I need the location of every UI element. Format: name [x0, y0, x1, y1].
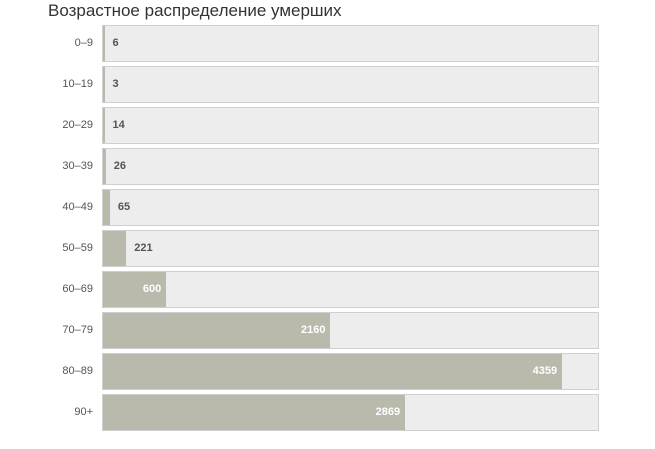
category-label: 90+ — [74, 406, 93, 418]
value-label: 4359 — [532, 365, 558, 377]
chart-title: Возрастное распределение умерших — [48, 1, 342, 20]
bar-track: 14 — [102, 107, 599, 144]
category-label: 80–89 — [62, 365, 93, 377]
bar-track: 65 — [102, 189, 599, 226]
category-label: 30–39 — [62, 160, 93, 172]
bar — [103, 354, 563, 389]
bar-track: 6 — [102, 25, 599, 62]
value-label: 600 — [142, 283, 162, 295]
value-label: 6 — [112, 37, 119, 49]
bar-rows: 0–9 6 10–19 3 20–29 14 30–39 26 40–49 65 50–59 221 6… — [0, 25, 655, 435]
value-label: 2869 — [375, 406, 401, 418]
category-label: 50–59 — [62, 242, 93, 254]
category-label: 70–79 — [62, 324, 93, 336]
bar — [103, 149, 106, 184]
bar-row: 70–79 2160 — [0, 312, 655, 349]
bar-track: 2160 — [102, 312, 599, 349]
bar — [103, 395, 406, 430]
category-label: 10–19 — [62, 78, 93, 90]
category-label: 60–69 — [62, 283, 93, 295]
value-label: 2160 — [301, 324, 326, 336]
bar — [103, 26, 105, 61]
bar — [103, 67, 105, 102]
value-label: 14 — [112, 119, 125, 131]
bar-row: 0–9 6 — [0, 25, 655, 62]
bar-track: 3 — [102, 66, 599, 103]
bar-row: 50–59 221 — [0, 230, 655, 267]
value-label: 26 — [113, 160, 126, 172]
value-label: 3 — [112, 78, 119, 90]
bar-row: 10–19 3 — [0, 66, 655, 103]
bar-track: 26 — [102, 148, 599, 185]
category-label: 20–29 — [62, 119, 93, 131]
bar-row: 20–29 14 — [0, 107, 655, 144]
bar-track: 2869 — [102, 394, 599, 431]
bar — [103, 108, 105, 143]
bar — [103, 231, 127, 266]
bar-track: 4359 — [102, 353, 599, 390]
category-label: 0–9 — [74, 37, 93, 49]
bar — [103, 313, 331, 348]
bar-track: 600 — [102, 271, 599, 308]
bar-row: 30–39 26 — [0, 148, 655, 185]
value-label: 221 — [134, 242, 153, 254]
bar — [103, 272, 167, 307]
value-label: 65 — [117, 201, 131, 213]
category-label: 40–49 — [62, 201, 93, 213]
bar-row: 90+ 2869 — [0, 394, 655, 431]
bar-row: 80–89 4359 — [0, 353, 655, 390]
bar-row: 60–69 600 — [0, 271, 655, 308]
bar-track: 221 — [102, 230, 599, 267]
bar-row: 40–49 65 — [0, 189, 655, 226]
bar — [103, 190, 110, 225]
